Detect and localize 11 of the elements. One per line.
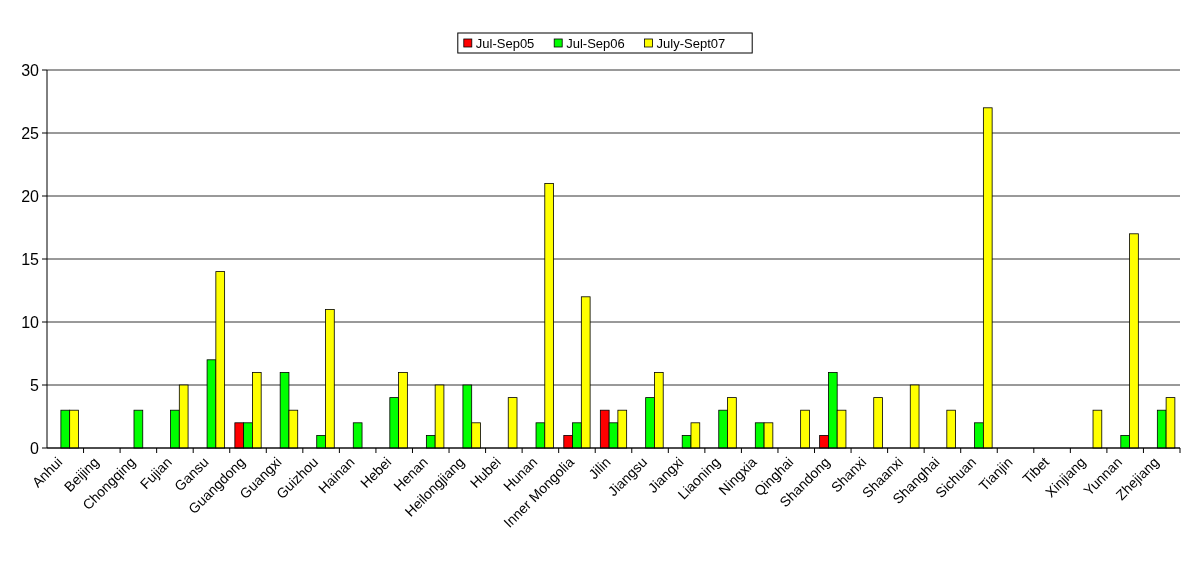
y-tick-label: 0 [30, 439, 40, 457]
legend-label: Jul-Sep05 [475, 35, 535, 51]
x-tick-label: Jilin [585, 453, 614, 483]
legend-label: Jul-Sep06 [566, 35, 625, 51]
y-tick-label: 15 [21, 250, 40, 268]
legend-label: July-Sept07 [656, 35, 726, 51]
y-tick-label: 10 [21, 313, 40, 331]
y-tick-label: 20 [21, 187, 40, 205]
y-tick-label: 5 [30, 376, 40, 394]
y-tick-label: 25 [21, 124, 40, 142]
y-tick-label: 30 [21, 61, 40, 79]
